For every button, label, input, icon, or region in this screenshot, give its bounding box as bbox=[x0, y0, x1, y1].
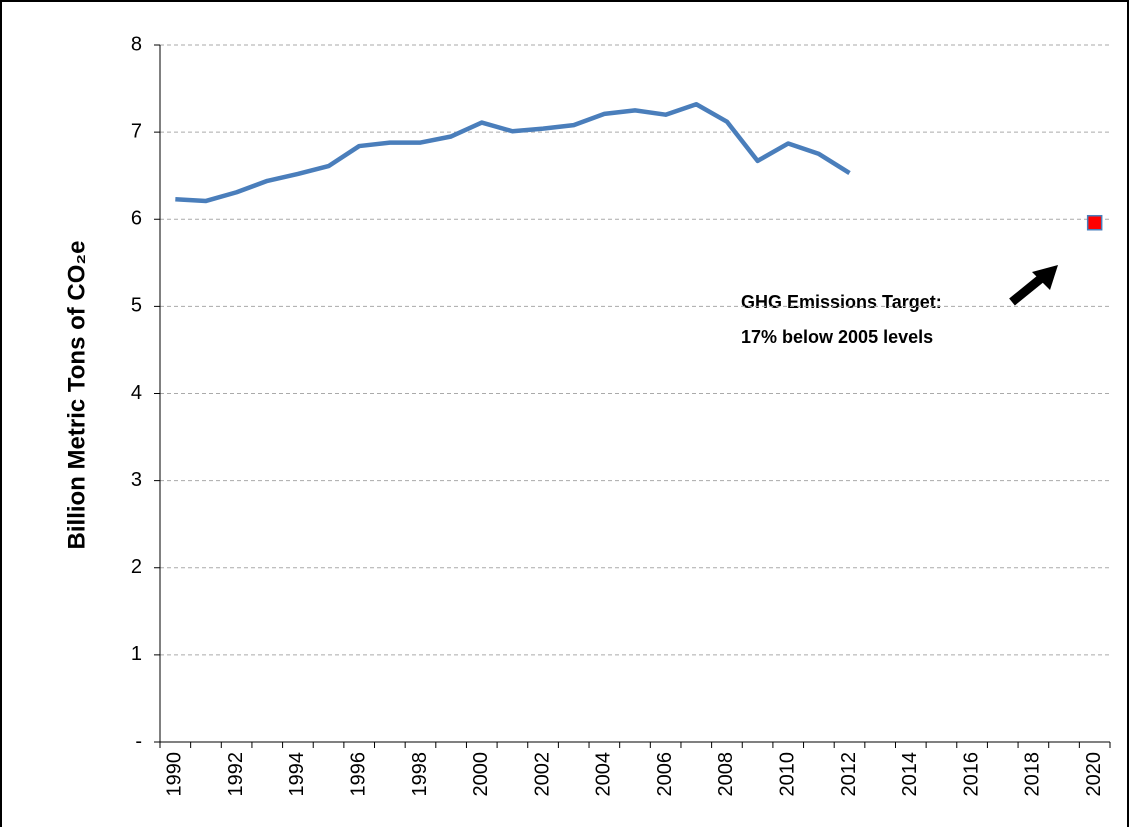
x-tick-label: 1996 bbox=[347, 752, 369, 797]
x-tick-label: 2004 bbox=[593, 752, 615, 797]
x-tick-label: 2012 bbox=[838, 752, 860, 797]
x-tick-label: 1992 bbox=[225, 752, 247, 797]
x-tick-label: 1998 bbox=[409, 752, 431, 797]
x-tick-label: 1990 bbox=[164, 752, 186, 797]
annotation: 17% below 2005 levels bbox=[741, 327, 933, 347]
y-tick-label: 5 bbox=[131, 295, 142, 317]
y-tick-label: 2 bbox=[131, 556, 142, 578]
x-tick-label: 2020 bbox=[1083, 752, 1105, 797]
y-tick-label: - bbox=[135, 730, 142, 752]
x-tick-label: 1994 bbox=[286, 752, 308, 797]
x-tick-label: 2008 bbox=[715, 752, 737, 797]
y-tick-label: 6 bbox=[131, 208, 142, 230]
annotation: GHG Emissions Target: bbox=[741, 292, 942, 312]
target-marker bbox=[1086, 214, 1103, 231]
x-tick-label: 2000 bbox=[470, 752, 492, 797]
data-line bbox=[175, 101, 851, 204]
y-tick-label: 3 bbox=[131, 469, 142, 491]
y-tick-label: 7 bbox=[131, 120, 142, 142]
annotation-arrowhead bbox=[1032, 265, 1058, 290]
y-axis-label: Billion Metric Tons of CO₂e bbox=[63, 241, 90, 550]
x-tick-label: 2010 bbox=[777, 752, 799, 797]
y-tick-label: 8 bbox=[131, 33, 142, 55]
x-tick-label: 2018 bbox=[1022, 752, 1044, 797]
x-tick-label: 2006 bbox=[654, 752, 676, 797]
x-tick-label: 2016 bbox=[960, 752, 982, 797]
y-tick-label: 1 bbox=[131, 643, 142, 665]
x-tick-label: 2002 bbox=[531, 752, 553, 797]
x-tick-label: 2014 bbox=[899, 752, 921, 797]
y-tick-label: 4 bbox=[131, 382, 142, 404]
annotation-arrow bbox=[1009, 272, 1047, 306]
